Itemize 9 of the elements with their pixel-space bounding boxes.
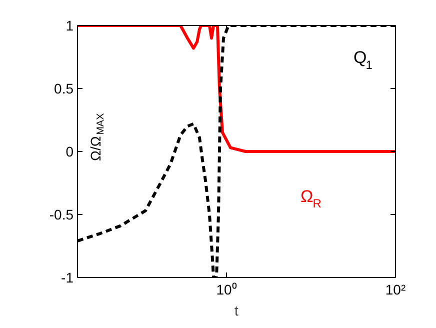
y-axis-title: Ω/ΩMAX [88,112,107,161]
x-tick-label: 10² [385,282,406,298]
y-tick-label: 0.5 [54,80,74,96]
y-tick-label: 1 [66,18,74,34]
y-tick-label: 0 [66,144,74,160]
y-tick-label: -0.5 [49,206,74,222]
y-tick-label: -1 [61,270,74,286]
x-axis-title: t [234,302,239,318]
x-tick-label: 10⁰ [216,282,237,298]
